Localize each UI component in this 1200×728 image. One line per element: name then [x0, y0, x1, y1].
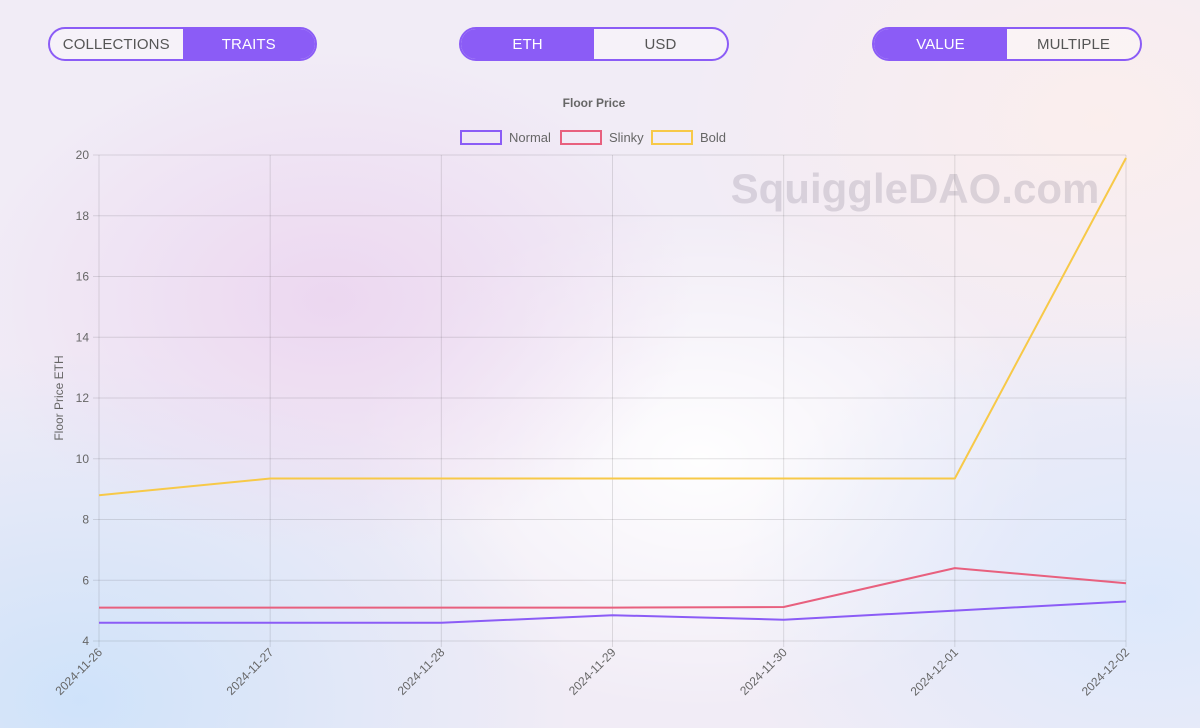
- y-axis-label: Floor Price ETH: [52, 355, 66, 440]
- usd-option[interactable]: USD: [644, 35, 677, 53]
- y-tick-label: 4: [82, 634, 89, 648]
- metric-toggle: VALUE MULTIPLE: [872, 27, 1142, 61]
- legend-label: Normal: [509, 130, 551, 145]
- x-tick-label: 2024-12-01: [908, 645, 962, 699]
- y-tick-label: 14: [76, 330, 90, 344]
- chart-lines: [98, 157, 1127, 624]
- value-option[interactable]: VALUE: [874, 29, 1007, 59]
- legend-item-bold[interactable]: Bold: [651, 130, 726, 145]
- traits-option[interactable]: TRAITS: [182, 29, 315, 59]
- y-tick-label: 16: [76, 270, 90, 284]
- currency-toggle: ETH USD: [459, 27, 729, 61]
- y-tick-label: 18: [76, 209, 90, 223]
- x-tick-label: 2024-11-30: [737, 645, 790, 698]
- collections-option[interactable]: COLLECTIONS: [62, 35, 170, 53]
- legend-swatch: [560, 130, 602, 145]
- chart-title: Floor Price: [563, 96, 626, 110]
- chart-legend: Normal Slinky Bold: [460, 130, 726, 145]
- legend-swatch: [651, 130, 693, 145]
- legend-swatch: [460, 130, 502, 145]
- watermark: SquiggleDAO.com: [731, 165, 1100, 212]
- x-tick-label: 2024-11-27: [224, 645, 277, 698]
- x-axis-ticks: 2024-11-26 2024-11-27 2024-11-28 2024-11-29…: [52, 645, 1132, 699]
- legend-label: Slinky: [609, 130, 644, 145]
- x-tick-label: 2024-11-28: [395, 645, 448, 698]
- y-tick-label: 10: [76, 452, 90, 466]
- y-axis-ticks: 4 6 8 10 12 14 16 18 20: [76, 148, 90, 648]
- x-tick-label: 2024-12-02: [1079, 645, 1133, 699]
- y-tick-label: 8: [82, 513, 89, 527]
- eth-option[interactable]: ETH: [461, 29, 594, 59]
- y-tick-label: 6: [82, 573, 89, 587]
- chart-grid: [93, 154, 1127, 647]
- legend-label: Bold: [700, 130, 726, 145]
- series-line-slinky: [99, 567, 1127, 609]
- legend-item-slinky[interactable]: Slinky: [560, 130, 644, 145]
- y-tick-label: 12: [76, 391, 90, 405]
- y-tick-label: 20: [76, 148, 90, 162]
- x-tick-label: 2024-11-26: [52, 645, 105, 698]
- mode-toggle: COLLECTIONS TRAITS: [48, 27, 317, 61]
- series-line-normal: [99, 600, 1127, 624]
- x-tick-label: 2024-11-29: [566, 645, 619, 698]
- legend-item-normal[interactable]: Normal: [460, 130, 551, 145]
- multiple-option[interactable]: MULTIPLE: [1036, 35, 1111, 53]
